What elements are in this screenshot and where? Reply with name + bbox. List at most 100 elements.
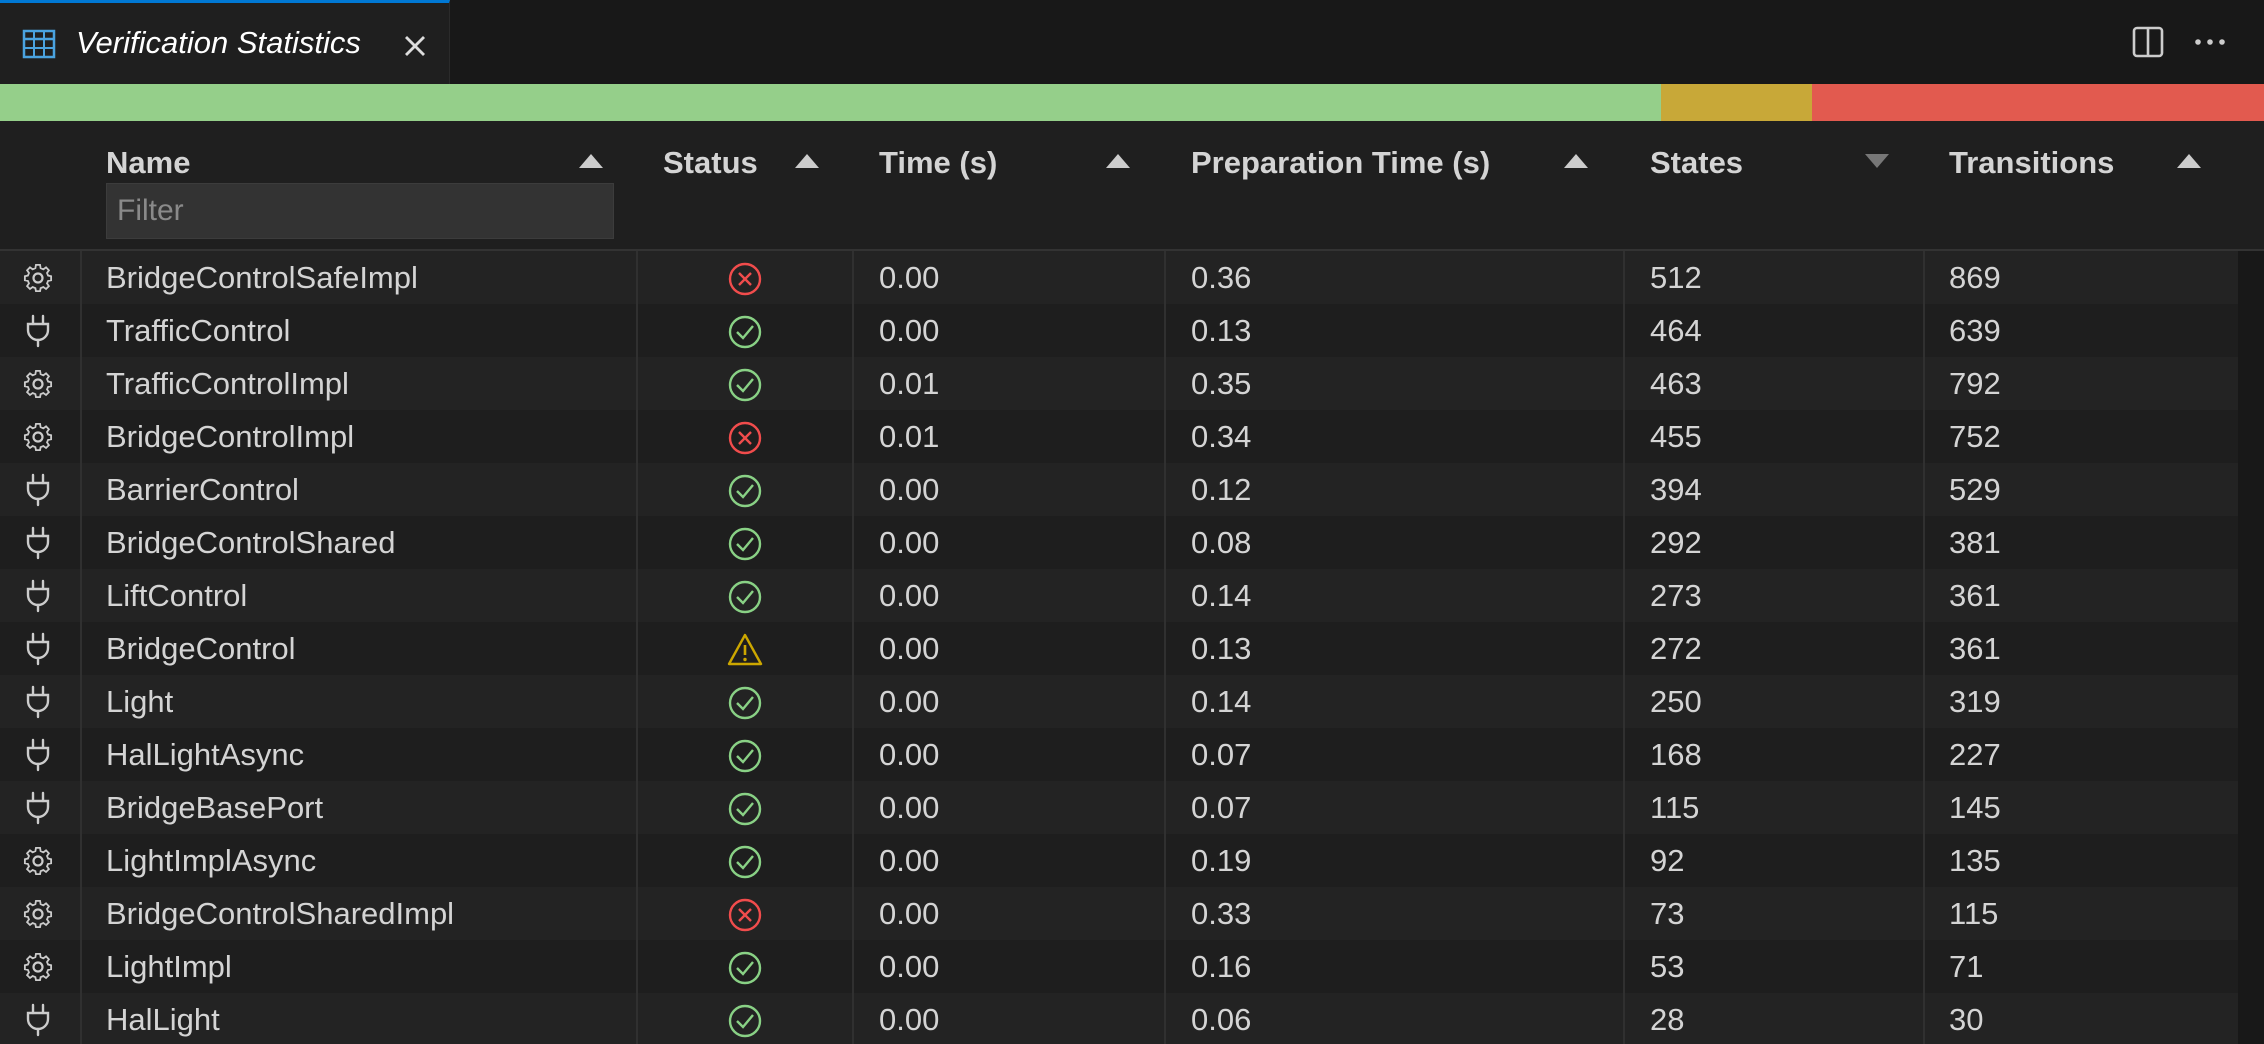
more-actions-icon[interactable] (2190, 24, 2230, 60)
sort-ascending-icon[interactable] (794, 153, 820, 169)
column-header-preparation-time[interactable]: Preparation Time (s) (1191, 145, 1491, 180)
gear-icon (20, 844, 56, 878)
row-preparation-time: 0.13 (1191, 631, 1252, 666)
row-preparation-time: 0.07 (1191, 737, 1252, 772)
table-body: BridgeControlSafeImpl 0.00 0.36 512 869 Traff… (0, 251, 2264, 1044)
table-row[interactable]: BridgeControl 0.00 0.13 272 361 (0, 622, 2238, 675)
sort-ascending-icon[interactable] (2176, 153, 2202, 169)
tab-title: Verification Statistics (76, 25, 361, 60)
row-time: 0.01 (879, 419, 940, 454)
row-preparation-time: 0.14 (1191, 684, 1252, 719)
row-transitions: 319 (1949, 684, 2001, 719)
sort-ascending-icon[interactable] (578, 153, 604, 169)
sort-descending-icon[interactable] (1864, 153, 1890, 169)
status-ok-icon (726, 1003, 764, 1039)
table-row[interactable]: BridgeControlSafeImpl 0.00 0.36 512 869 (0, 251, 2238, 304)
table-header: Name Status Time (s) Preparation Time (s… (0, 121, 2264, 251)
column-header-states[interactable]: States (1650, 145, 1744, 180)
row-name: Light (106, 684, 174, 719)
sort-ascending-icon[interactable] (1105, 153, 1131, 169)
table-row[interactable]: BridgeControlImpl 0.01 0.34 455 752 (0, 410, 2238, 463)
row-time: 0.00 (879, 949, 940, 984)
row-states: 115 (1650, 790, 1700, 825)
row-transitions: 639 (1949, 313, 2001, 348)
row-name: BridgeControl (106, 631, 296, 666)
table-row[interactable]: BridgeControlShared 0.00 0.08 292 381 (0, 516, 2238, 569)
table-row[interactable]: HalLight 0.00 0.06 28 30 (0, 993, 2238, 1044)
row-name: BridgeBasePort (106, 790, 324, 825)
summary-ok-segment (0, 84, 1661, 121)
split-editor-icon[interactable] (2130, 24, 2166, 60)
row-preparation-time: 0.16 (1191, 949, 1252, 984)
tab-verification-statistics[interactable]: Verification Statistics (0, 0, 450, 84)
column-divider (636, 251, 638, 1044)
row-states: 512 (1650, 260, 1702, 295)
status-ok-icon (726, 844, 764, 880)
table-row[interactable]: LiftControl 0.00 0.14 273 361 (0, 569, 2238, 622)
row-states: 273 (1650, 578, 1702, 613)
row-time: 0.00 (879, 472, 940, 507)
row-name: BridgeControlImpl (106, 419, 355, 454)
row-time: 0.00 (879, 525, 940, 560)
row-preparation-time: 0.08 (1191, 525, 1252, 560)
row-time: 0.00 (879, 631, 940, 666)
sort-ascending-icon[interactable] (1563, 153, 1589, 169)
row-preparation-time: 0.19 (1191, 843, 1252, 878)
plug-icon (20, 738, 56, 772)
gear-icon (20, 897, 56, 931)
close-icon[interactable] (398, 29, 432, 63)
plug-icon (20, 473, 56, 507)
table-row[interactable]: BridgeControlSharedImpl 0.00 0.33 73 115 (0, 887, 2238, 940)
plug-icon (20, 791, 56, 825)
table-row[interactable]: TrafficControl 0.00 0.13 464 639 (0, 304, 2238, 357)
gear-icon (20, 420, 56, 454)
row-time: 0.00 (879, 313, 940, 348)
name-filter-input[interactable] (106, 183, 614, 239)
table-row[interactable]: LightImplAsync 0.00 0.19 92 135 (0, 834, 2238, 887)
row-states: 394 (1650, 472, 1702, 507)
status-ok-icon (726, 526, 764, 562)
row-transitions: 115 (1949, 896, 1999, 931)
table-row[interactable]: Light 0.00 0.14 250 319 (0, 675, 2238, 728)
column-header-status[interactable]: Status (663, 145, 758, 180)
row-states: 463 (1650, 366, 1702, 401)
row-transitions: 792 (1949, 366, 2001, 401)
table-row[interactable]: HalLightAsync 0.00 0.07 168 227 (0, 728, 2238, 781)
status-ok-icon (726, 579, 764, 615)
row-states: 272 (1650, 631, 1702, 666)
table-row[interactable]: BarrierControl 0.00 0.12 394 529 (0, 463, 2238, 516)
row-preparation-time: 0.13 (1191, 313, 1252, 348)
row-preparation-time: 0.33 (1191, 896, 1252, 931)
row-preparation-time: 0.35 (1191, 366, 1252, 401)
column-header-name[interactable]: Name (106, 145, 191, 180)
status-error-icon (726, 897, 764, 933)
column-header-time[interactable]: Time (s) (879, 145, 998, 180)
table-row[interactable]: BridgeBasePort 0.00 0.07 115 145 (0, 781, 2238, 834)
row-transitions: 30 (1949, 1002, 1984, 1037)
row-states: 28 (1650, 1002, 1685, 1037)
vertical-scrollbar[interactable] (2238, 251, 2264, 1044)
row-preparation-time: 0.07 (1191, 790, 1252, 825)
table-row[interactable]: TrafficControlImpl 0.01 0.35 463 792 (0, 357, 2238, 410)
gear-icon (20, 367, 56, 401)
plug-icon (20, 314, 56, 348)
plug-icon (20, 526, 56, 560)
row-name: LightImplAsync (106, 843, 317, 878)
row-time: 0.00 (879, 578, 940, 613)
row-name: TrafficControl (106, 313, 291, 348)
row-time: 0.00 (879, 843, 940, 878)
row-transitions: 381 (1949, 525, 2001, 560)
column-divider (1623, 251, 1625, 1044)
column-divider (1923, 251, 1925, 1044)
gear-icon (20, 261, 56, 295)
column-header-transitions[interactable]: Transitions (1949, 145, 2115, 180)
status-error-icon (726, 420, 764, 456)
row-preparation-time: 0.14 (1191, 578, 1252, 613)
verification-summary-bar (0, 84, 2264, 121)
row-states: 73 (1650, 896, 1685, 931)
row-transitions: 227 (1949, 737, 2001, 772)
row-states: 455 (1650, 419, 1702, 454)
table-row[interactable]: LightImpl 0.00 0.16 53 71 (0, 940, 2238, 993)
row-transitions: 71 (1949, 949, 1984, 984)
editor-tab-bar: Verification Statistics (0, 0, 2264, 84)
